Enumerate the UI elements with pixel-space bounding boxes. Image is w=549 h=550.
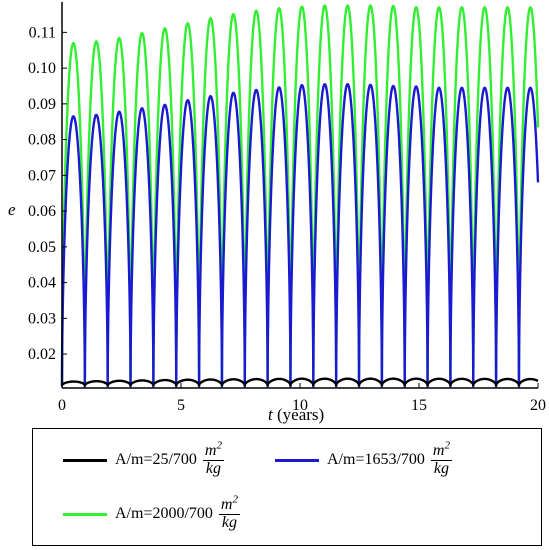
- y-tick-label: 0.09: [28, 96, 56, 113]
- legend-unit-sup-0: 2: [216, 439, 222, 452]
- x-axis-label-variable: t: [268, 405, 274, 424]
- x-tick-label: 20: [530, 397, 546, 414]
- legend-unit-sup-1: 2: [444, 439, 450, 452]
- legend-unit-den-1: kg: [433, 459, 449, 477]
- y-tick-label: 0.05: [28, 239, 56, 256]
- legend-unit-num-2: m: [220, 495, 233, 513]
- legend-swatch-2: [63, 512, 107, 516]
- y-tick-label: 0.03: [28, 310, 56, 327]
- legend-swatch-1: [275, 458, 319, 462]
- y-tick-label: 0.11: [29, 24, 56, 41]
- legend-unit-1: m2 kg: [430, 440, 452, 478]
- y-tick-label: 0.06: [28, 203, 56, 220]
- ticks: 0 5 10 15 20 0.02 0.03 0.04 0.05 0.06 0.07 0.08 0.09…: [28, 24, 546, 414]
- legend-unit-0: m2 kg: [202, 440, 224, 478]
- x-tick-label: 5: [177, 397, 185, 414]
- y-tick-label: 0.04: [28, 275, 56, 292]
- x-tick-label: 10: [292, 397, 308, 414]
- series-line-0: [60, 377, 540, 387]
- chart-svg: 0 5 10 15 20 0.02 0.03 0.04 0.05 0.06 0.07 0.08 0.09…: [8, 2, 546, 424]
- series-line-2: [60, 4, 540, 388]
- legend-label-1: A/m=1653/700: [327, 451, 425, 468]
- series-line-1: [60, 83, 540, 388]
- legend-unit-den-2: kg: [221, 513, 237, 531]
- x-tick-label: 15: [411, 397, 427, 414]
- y-tick-label: 0.07: [28, 167, 56, 184]
- legend: A/m=25/700 m2 kg A/m=1653/700 m2 kg A/m=…: [32, 428, 542, 546]
- legend-unit-2: m2 kg: [218, 494, 240, 532]
- y-tick-label: 0.10: [28, 60, 56, 77]
- y-tick-label: 0.08: [28, 132, 56, 149]
- plot-area: [60, 4, 540, 388]
- y-tick-label: 0.02: [28, 346, 56, 363]
- x-axis-label-unit: (years): [273, 405, 324, 424]
- x-axis-label: t (years): [268, 405, 324, 424]
- legend-unit-den-0: kg: [205, 459, 221, 477]
- y-axis-label: e: [8, 200, 16, 219]
- x-tick-label: 0: [58, 397, 66, 414]
- legend-entry-0: A/m=25/700 m2 kg: [63, 437, 224, 483]
- legend-unit-num-1: m: [432, 441, 445, 459]
- legend-entry-2: A/m=2000/700 m2 kg: [63, 491, 240, 537]
- legend-entry-1: A/m=1653/700 m2 kg: [275, 437, 452, 483]
- legend-label-0: A/m=25/700: [115, 451, 197, 468]
- legend-unit-num-0: m: [204, 441, 217, 459]
- legend-swatch-0: [63, 458, 107, 462]
- legend-label-2: A/m=2000/700: [115, 505, 213, 522]
- legend-unit-sup-2: 2: [232, 493, 238, 506]
